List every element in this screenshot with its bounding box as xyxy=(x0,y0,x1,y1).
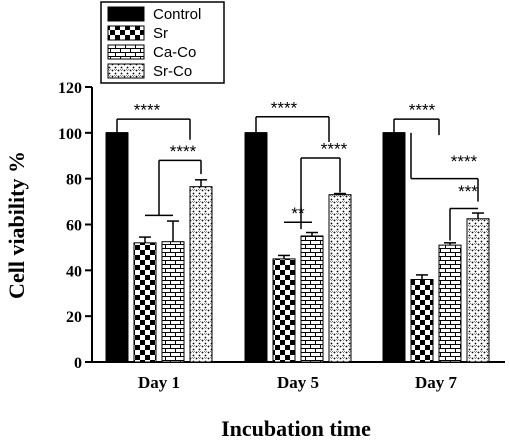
bar-ca-co-day-7 xyxy=(438,244,462,363)
y-tick-label: 40 xyxy=(66,263,82,280)
significance-label: **** xyxy=(134,101,161,120)
legend-swatch-sr-co xyxy=(107,63,145,79)
y-tick-label: 20 xyxy=(66,309,82,326)
legend-swatch-ca-co xyxy=(107,44,145,60)
y-tick-label: 100 xyxy=(58,126,82,143)
bar-sr-co-day-1 xyxy=(189,186,213,363)
significance-label: **** xyxy=(271,98,298,117)
legend: Control Sr Ca-Co Sr-Co xyxy=(100,1,225,84)
y-tick-label: 60 xyxy=(66,218,82,235)
y-axis-title: Cell viability % xyxy=(4,151,29,299)
significance-label: **** xyxy=(451,152,478,171)
bar-sr-day-5 xyxy=(272,258,296,363)
axes: 0 20 40 60 80 100 120 xyxy=(58,80,505,372)
y-tick-label: 80 xyxy=(66,172,82,189)
bar-sr-day-1 xyxy=(133,242,157,363)
y-tick-label: 0 xyxy=(74,355,82,372)
significance-label: ** xyxy=(291,204,305,223)
legend-swatch-control xyxy=(107,6,145,22)
bar-control-day-1 xyxy=(105,132,129,363)
x-axis-title: Incubation time xyxy=(221,416,371,441)
bar-sr-day-7 xyxy=(410,279,434,363)
bar-ca-co-day-1 xyxy=(161,241,185,363)
significance-label: **** xyxy=(170,142,197,161)
error-bars-layer xyxy=(139,179,484,280)
bar-sr-co-day-5 xyxy=(328,194,352,363)
legend-label: Control xyxy=(153,6,201,23)
legend-label: Sr xyxy=(153,25,168,42)
significance-label: *** xyxy=(458,182,478,201)
bar-control-day-5 xyxy=(244,132,268,363)
significance-label: **** xyxy=(409,101,436,120)
significance-label: **** xyxy=(321,140,348,159)
bar-sr-co-day-7 xyxy=(466,218,490,363)
x-tick-label: Day 5 xyxy=(277,373,319,392)
y-tick-label: 120 xyxy=(58,80,82,97)
bar-control-day-7 xyxy=(382,132,406,363)
significance-layer: ***************************** xyxy=(106,98,479,241)
x-tick-label: Day 1 xyxy=(138,373,180,392)
x-tick-label: Day 7 xyxy=(415,373,458,392)
legend-label: Sr-Co xyxy=(153,63,192,80)
legend-swatch-sr xyxy=(107,25,145,41)
legend-label: Ca-Co xyxy=(153,44,196,61)
bar-ca-co-day-5 xyxy=(300,235,324,363)
bars-layer: Day 1 Day 5 Day 7 xyxy=(105,132,490,392)
